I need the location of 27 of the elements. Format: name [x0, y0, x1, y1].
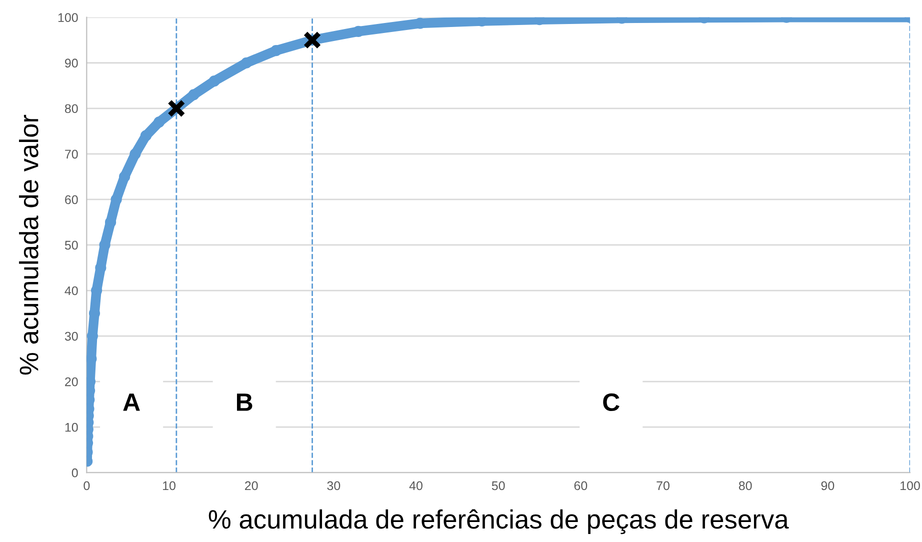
- x-tick-label: 90: [821, 481, 834, 490]
- y-tick-label: 50: [64, 240, 78, 250]
- x-tick-label: 50: [492, 481, 505, 490]
- y-tick-label: 0: [72, 468, 78, 478]
- y-tick-label: 70: [65, 150, 78, 159]
- x-tick-label: 10: [163, 481, 176, 490]
- y-tick-label: 40: [64, 286, 78, 296]
- x-tick-label: 80: [738, 481, 752, 490]
- y-tick-label: 90: [65, 58, 78, 68]
- x-tick-label: 20: [245, 481, 258, 490]
- annotation: A: [123, 394, 140, 411]
- x-tick-label: 30: [327, 481, 340, 490]
- y-tick-label: 20: [65, 377, 78, 386]
- y-tick-label: 60: [65, 195, 78, 204]
- y-tick-label: 10: [65, 422, 78, 432]
- y-tick-label: 80: [64, 104, 78, 114]
- x-tick-label: 100: [900, 481, 920, 490]
- x-tick-label: 70: [656, 481, 670, 490]
- x-tick-label: 60: [574, 481, 588, 490]
- x-tick-label: 0: [84, 481, 90, 490]
- annotation: C: [603, 393, 620, 412]
- y-tick-label: 100: [58, 13, 78, 22]
- y-axis-title: % acumulada de valor: [18, 114, 38, 375]
- x-tick-label: 40: [409, 481, 422, 490]
- x-axis-title: % acumulada de referências de peças de reserva: [208, 509, 789, 534]
- y-tick-label: 30: [64, 332, 78, 341]
- annotation: B: [236, 394, 252, 411]
